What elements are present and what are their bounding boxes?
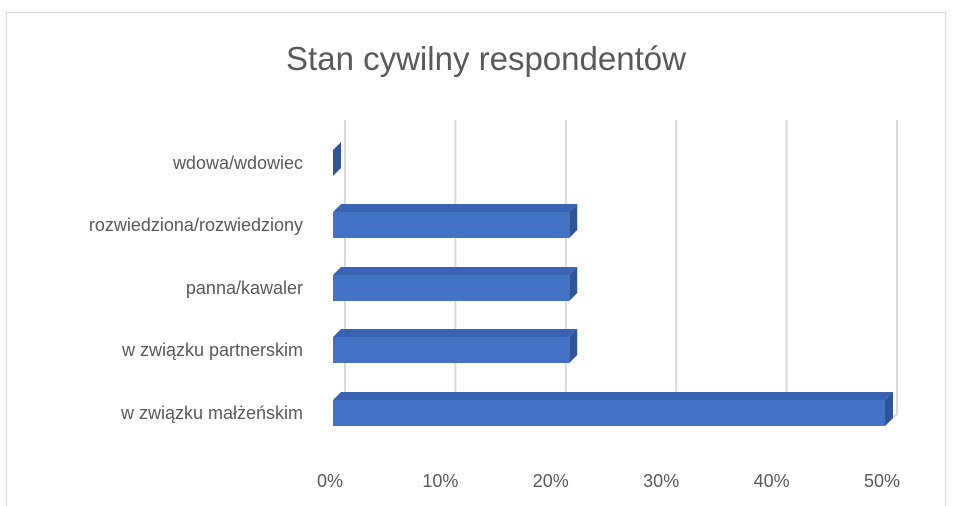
chart-frame xyxy=(6,12,946,506)
x-tick-label: 50% xyxy=(864,471,900,491)
bar-top-face xyxy=(333,392,893,400)
chart-title: Stan cywilny respondentów xyxy=(286,40,686,77)
bar-top-face xyxy=(333,329,578,337)
bar-side-face xyxy=(569,329,578,363)
category-label: wdowa/wdowiec xyxy=(172,153,303,173)
bar xyxy=(333,204,578,238)
bar-front-face xyxy=(333,275,570,301)
bar-side-face xyxy=(885,392,893,426)
category-label: w związku partnerskim xyxy=(121,340,303,360)
category-label: w związku małżeńskim xyxy=(120,403,303,423)
bar-front-face xyxy=(333,212,570,238)
bar-front-face xyxy=(333,400,885,426)
x-tick-label: 30% xyxy=(643,471,679,491)
label-layer: 0% 10% 20% 30% 40% 50% wdowa/wdowiec rozwiedzio… xyxy=(89,153,900,491)
bar-side-face xyxy=(569,204,578,238)
x-tick-label: 40% xyxy=(754,471,790,491)
x-tick-label: 20% xyxy=(533,471,569,491)
category-label: rozwiedziona/rozwiedziony xyxy=(89,215,303,235)
bar xyxy=(333,392,893,426)
x-tick-label: 10% xyxy=(422,471,458,491)
bar-top-face xyxy=(333,204,578,212)
bar-side-face xyxy=(569,267,578,301)
bar-front-face xyxy=(333,337,570,363)
category-label: panna/kawaler xyxy=(186,278,303,298)
bar xyxy=(333,142,341,176)
bar-side-face xyxy=(333,142,341,176)
bar xyxy=(333,329,578,363)
bar xyxy=(333,267,578,301)
x-tick-label: 0% xyxy=(317,471,343,491)
bar-top-face xyxy=(333,267,578,275)
bar-layer xyxy=(333,142,893,426)
